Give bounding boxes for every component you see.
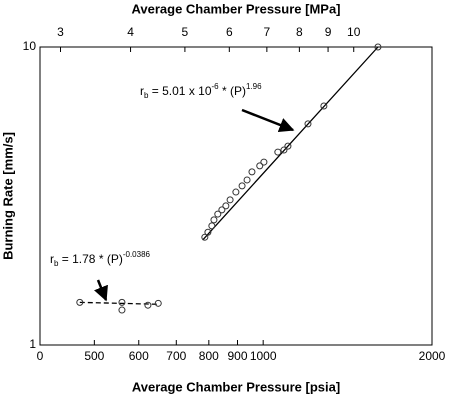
ann-sub: b [144,91,149,100]
point [274,148,282,156]
point [144,301,152,309]
ann-part: * (P) [219,84,246,98]
annotation: rb = 1.78 * (P)-0.0386 [50,250,151,268]
point [374,43,382,51]
point [204,228,212,236]
point [243,176,251,184]
point [238,182,246,190]
x-axis-title: Average Chamber Pressure [psia] [132,379,340,394]
point [154,299,162,307]
point [214,210,222,218]
point [118,298,126,306]
fit-line [202,46,379,241]
ann-part: = 5.01 x 10 [148,84,211,98]
y-tick-label: 1 [29,337,36,351]
annotation: rb = 5.01 x 10-6 * (P)1.96 [140,82,262,100]
ann-sub: b [54,259,59,268]
arrow [241,108,295,133]
ann-part: = 1.78 * (P) [58,252,122,266]
point [256,162,264,170]
point [320,102,328,110]
x2-tick-label: 4 [127,25,134,39]
arrow [94,279,108,302]
y-axis-title: Burning Rate [mm/s] [0,132,15,260]
point [280,146,288,154]
x2-axis-title: Average Chamber Pressure [MPa] [131,1,340,16]
ann-sup: -0.0386 [123,250,151,259]
x2-tick-label: 8 [296,25,303,39]
point [304,120,312,128]
x2-tick-label: 3 [57,25,64,39]
plot-frame [39,46,433,346]
point [226,196,234,204]
x-tick-label: 700 [166,349,186,363]
x-tick-label: 800 [199,349,219,363]
point [210,216,218,224]
x-tick-label: 2000 [419,349,446,363]
point [284,142,292,150]
ann-part: r [50,252,54,266]
ann-part: r [140,84,144,98]
x-tick-label: 1000 [250,349,277,363]
x-tick-label: 0 [37,349,44,363]
x2-tick-label: 7 [264,25,271,39]
x2-tick-label: 9 [325,25,332,39]
point [248,168,256,176]
x-tick-label: 500 [84,349,104,363]
point [76,298,84,306]
x-tick-label: 900 [227,349,247,363]
x-tick-label: 600 [129,349,149,363]
point [218,206,226,214]
point [201,233,209,241]
ann-sup: -6 [212,82,220,91]
point [232,188,240,196]
point [260,158,268,166]
point [222,202,230,210]
x2-tick-label: 10 [347,25,361,39]
point [208,222,216,230]
x2-tick-label: 6 [226,25,233,39]
point [118,306,126,314]
ann-sup: 1.96 [246,82,262,91]
x2-tick-label: 5 [182,25,189,39]
y-tick-label: 10 [23,39,37,53]
